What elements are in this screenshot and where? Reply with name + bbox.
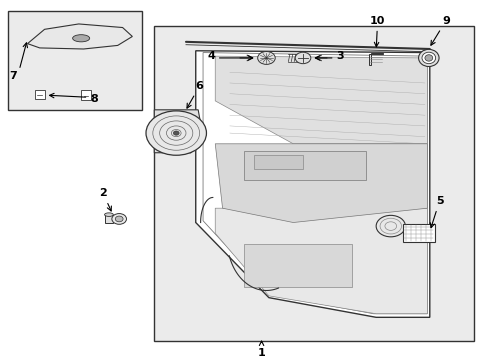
- Text: 4: 4: [207, 51, 215, 61]
- Polygon shape: [215, 208, 427, 314]
- Text: 3: 3: [336, 51, 344, 61]
- Ellipse shape: [421, 52, 435, 64]
- Circle shape: [295, 52, 310, 64]
- Polygon shape: [154, 110, 203, 153]
- Text: 10: 10: [369, 16, 385, 47]
- Ellipse shape: [418, 49, 438, 67]
- Ellipse shape: [424, 55, 432, 61]
- Bar: [104, 215, 113, 222]
- Bar: [35, 90, 44, 99]
- Bar: [244, 244, 351, 287]
- Circle shape: [173, 131, 179, 135]
- Circle shape: [146, 111, 206, 155]
- Polygon shape: [195, 51, 429, 317]
- Circle shape: [112, 213, 126, 224]
- Circle shape: [375, 215, 405, 237]
- Text: 5: 5: [429, 196, 443, 228]
- Circle shape: [257, 51, 275, 64]
- Bar: [8, 12, 142, 110]
- Ellipse shape: [73, 35, 89, 42]
- Bar: [402, 224, 434, 242]
- Text: 1: 1: [257, 341, 265, 358]
- Ellipse shape: [104, 213, 113, 216]
- Text: 2: 2: [99, 188, 111, 211]
- Text: 6: 6: [186, 81, 203, 108]
- Bar: [81, 90, 91, 100]
- Circle shape: [115, 216, 123, 222]
- Bar: [254, 154, 303, 169]
- Bar: [154, 26, 473, 341]
- Polygon shape: [368, 53, 383, 65]
- Text: 9: 9: [430, 16, 449, 45]
- Polygon shape: [215, 56, 427, 144]
- Polygon shape: [27, 24, 132, 49]
- Text: 8: 8: [90, 94, 98, 104]
- Text: 7: 7: [9, 71, 17, 81]
- Polygon shape: [215, 144, 427, 222]
- Bar: [244, 151, 366, 180]
